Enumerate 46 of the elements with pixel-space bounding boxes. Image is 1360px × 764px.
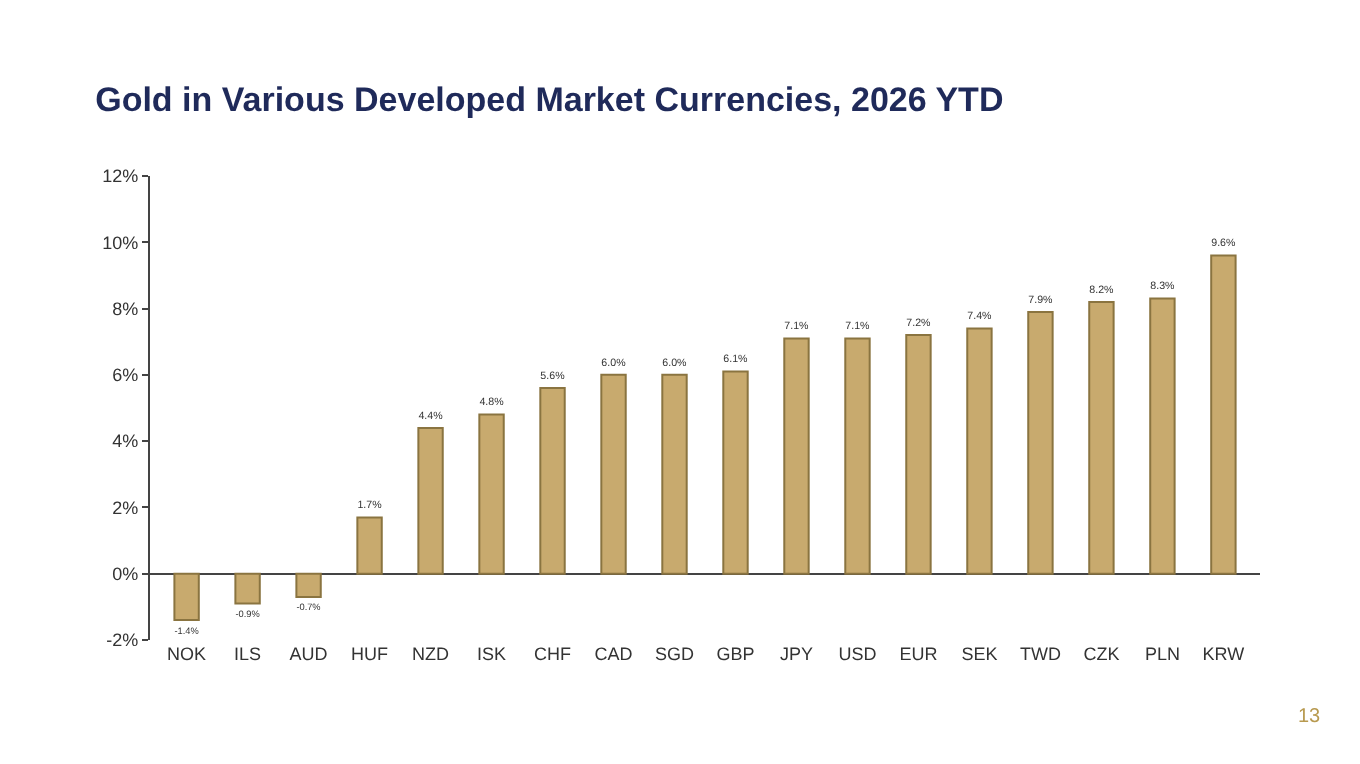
x-tick-label: ISK [477, 644, 507, 664]
x-tick-label: USD [838, 644, 878, 664]
bar [1149, 297, 1176, 575]
y-tick-label: 4% [112, 431, 139, 452]
bar [722, 370, 749, 575]
x-tick-label: CZK [1083, 644, 1120, 664]
bar [1088, 300, 1115, 575]
x-tick-label: GBP [716, 644, 755, 664]
text: 13 [1298, 706, 1322, 728]
y-tick-label: 2% [112, 497, 139, 518]
x-tick-label: EUR [899, 644, 939, 664]
bar [295, 572, 322, 598]
bar [783, 337, 810, 575]
x-tick-label: SEK [961, 644, 998, 664]
y-tick-label: 0% [112, 564, 139, 585]
x-tick-label: ILS [234, 644, 262, 664]
x-tick-label: NOK [167, 644, 207, 664]
bar [966, 327, 993, 575]
chart-title: Gold in Various Developed Market Currencies, 2026 YTD [95, 81, 1004, 120]
bar [173, 572, 200, 622]
y-tick-label: 6% [112, 365, 139, 386]
bar [844, 337, 871, 575]
bar [1210, 254, 1237, 575]
y-tick-label: 8% [112, 298, 139, 319]
x-tick-label: CAD [594, 644, 634, 664]
bar [478, 413, 505, 575]
y-tick-label: -2% [106, 630, 139, 651]
bar [539, 387, 566, 575]
x-tick-label: JPY [779, 644, 813, 664]
bar [234, 572, 261, 605]
x-tick-label: CHF [534, 644, 573, 664]
x-tick-label: KRW [1202, 644, 1246, 664]
x-tick-label: HUF [351, 644, 390, 664]
y-tick-label: 12% [102, 166, 139, 187]
x-tick-label: AUD [289, 644, 329, 664]
y-tick-label: 10% [102, 232, 139, 253]
bar [1027, 310, 1054, 575]
x-tick-label: TWD [1019, 644, 1062, 664]
bar [356, 516, 383, 575]
bar [417, 426, 444, 575]
bar [905, 334, 932, 575]
x-tick-label: NZD [412, 644, 451, 664]
bar [600, 373, 627, 575]
x-tick-label: PLN [1144, 644, 1180, 664]
bar [661, 373, 688, 575]
x-tick-label: SGD [654, 644, 695, 664]
